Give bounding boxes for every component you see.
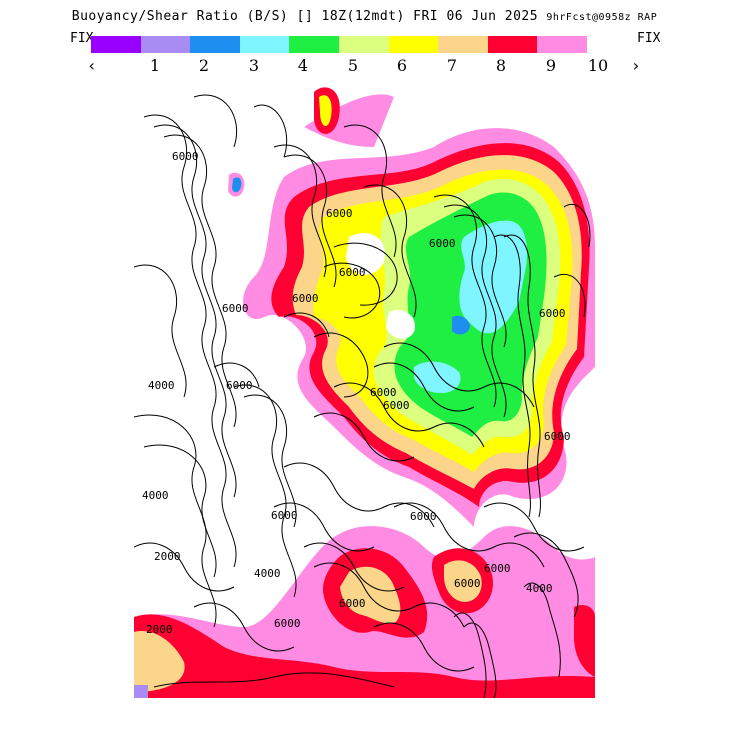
color-bar — [91, 36, 587, 53]
contour-label: 6000 — [410, 510, 437, 523]
color-bar-label: 7 — [446, 56, 458, 75]
color-swatch-3[interactable] — [190, 36, 240, 53]
contour-label: 6000 — [222, 302, 249, 315]
color-bar-label: 9 — [545, 56, 557, 75]
color-swatch-2[interactable] — [140, 36, 191, 53]
color-swatch-8[interactable] — [438, 36, 488, 53]
contour-label: 6000 — [274, 617, 301, 630]
color-bar-label: 10 — [587, 56, 609, 75]
color-swatch-6[interactable] — [338, 36, 389, 53]
contour-label: 6000 — [484, 562, 511, 575]
color-bar-label: 3 — [248, 56, 260, 75]
contour-label: 2000 — [146, 623, 173, 636]
contour-label: 4000 — [148, 379, 175, 392]
terrain-contour-lines — [134, 94, 591, 698]
title-forecast-meta: 9hrFcst@0958z RAP — [546, 12, 658, 23]
color-swatch-9[interactable] — [487, 36, 538, 53]
contour-label: 6000 — [292, 292, 319, 305]
contour-label: 2000 — [154, 550, 181, 563]
chart-title: Buoyancy/Shear Ratio (B/S) [] 18Z(12mdt)… — [0, 9, 729, 24]
color-bar-label: 6 — [396, 56, 408, 75]
color-bar-label: 4 — [297, 56, 309, 75]
color-bar-labels: 1 2 3 4 5 6 7 8 9 10 — [0, 56, 729, 78]
fix-right-button[interactable]: FIX — [637, 31, 661, 46]
contour-label: 6000 — [454, 577, 481, 590]
contour-label: 6000 — [172, 150, 199, 163]
color-bar-label: 2 — [198, 56, 210, 75]
contour-label: 6000 — [539, 307, 566, 320]
contour-label: 6000 — [271, 509, 298, 522]
contour-label: 6000 — [339, 266, 366, 279]
fix-left-button[interactable]: FIX — [70, 31, 94, 46]
map-svg: 6000 6000 6000 6000 6000 6000 6000 6000 … — [134, 87, 595, 698]
contour-label: 6000 — [544, 430, 571, 443]
map-panel[interactable]: 6000 6000 6000 6000 6000 6000 6000 6000 … — [134, 87, 595, 698]
color-swatch-4[interactable] — [239, 36, 290, 53]
contour-labels: 6000 6000 6000 6000 6000 6000 6000 6000 … — [142, 150, 571, 636]
prev-arrow-icon[interactable]: ‹ — [87, 56, 97, 75]
contour-label: 6000 — [339, 597, 366, 610]
contour-label: 4000 — [254, 567, 281, 580]
contour-label: 6000 — [370, 386, 397, 399]
title-main: Buoyancy/Shear Ratio (B/S) [] 18Z(12mdt)… — [71, 9, 539, 24]
contour-label: 6000 — [326, 207, 353, 220]
color-swatch-5[interactable] — [289, 36, 339, 53]
color-swatch-10[interactable] — [537, 36, 587, 53]
contour-label: 6000 — [429, 237, 456, 250]
color-bar-label: 8 — [495, 56, 507, 75]
contour-label: 6000 — [226, 379, 253, 392]
color-swatch-7[interactable] — [388, 36, 439, 53]
color-bar-label: 5 — [347, 56, 359, 75]
next-arrow-icon[interactable]: › — [631, 56, 641, 75]
contour-label: 4000 — [142, 489, 169, 502]
color-swatch-1[interactable] — [91, 36, 141, 53]
contour-label: 4000 — [526, 582, 553, 595]
color-bar-label: 1 — [149, 56, 161, 75]
contour-label: 6000 — [383, 399, 410, 412]
